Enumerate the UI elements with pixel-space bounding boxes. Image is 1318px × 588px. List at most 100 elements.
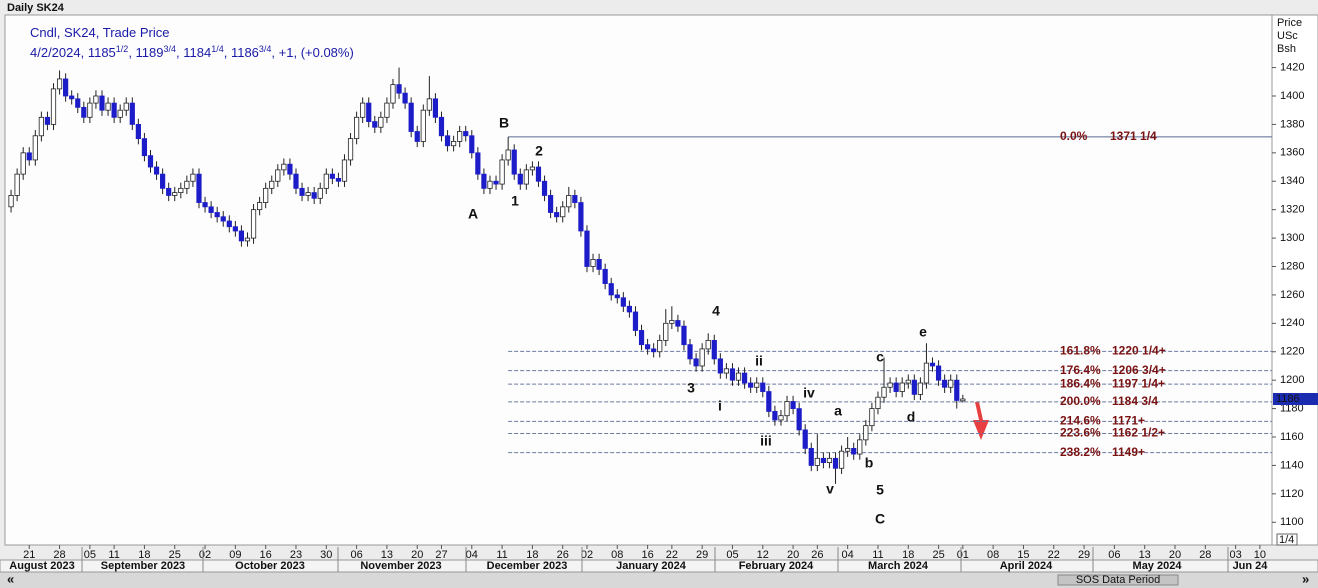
x-tick-label: 18 [138, 549, 150, 561]
x-tick-label: 20 [787, 549, 799, 561]
candle-body [657, 339, 663, 353]
y-tick-label: 1280 [1280, 260, 1304, 272]
candle-body [20, 152, 26, 175]
y-tick-label: 1380 [1280, 118, 1304, 130]
candle-body [208, 206, 214, 213]
candle-body [954, 379, 960, 401]
candle-body [81, 106, 87, 118]
x-tick-label: 11 [872, 549, 883, 561]
x-tick-label: 26 [557, 549, 569, 561]
y-tick-label: 1240 [1280, 317, 1304, 329]
x-tick-label: 09 [229, 549, 241, 561]
x-tick-label: 25 [169, 549, 181, 561]
scroll-thumb[interactable] [1057, 574, 1179, 586]
candle-body [426, 98, 432, 111]
candle-body [56, 78, 63, 90]
candle-body [796, 408, 802, 431]
candle-body [911, 379, 917, 395]
wave-label: a [834, 403, 842, 419]
fib-value: 1171+ [1112, 414, 1145, 428]
month-label: March 2024 [868, 560, 929, 572]
fib-value: 1162 1/2+ [1112, 426, 1165, 440]
candle-body [50, 88, 57, 125]
candle-body [729, 368, 736, 381]
candle-body [323, 173, 329, 189]
wave-label: 4 [712, 303, 720, 319]
month-label: August 2023 [9, 560, 74, 572]
candle-body [263, 187, 269, 203]
candle-body [899, 382, 905, 392]
chart-title: Daily SK24 [7, 2, 65, 14]
candle-body [784, 401, 790, 417]
candle-body [608, 283, 614, 296]
candle-body [554, 212, 560, 218]
candle-body [699, 348, 705, 367]
fib-value: 1149+ [1112, 445, 1145, 459]
x-tick-label: 18 [526, 549, 538, 561]
month-label: April 2024 [1000, 560, 1053, 572]
candle-body [875, 396, 881, 409]
info-text: , 1184 [176, 45, 211, 60]
x-tick-label: 03 [1230, 549, 1242, 561]
candle-body [299, 187, 305, 196]
y-axis-label: Price [1277, 17, 1302, 29]
candle-body [541, 180, 548, 196]
scroll-right[interactable]: » [1302, 571, 1309, 586]
candle-body [584, 230, 590, 267]
candle-body [893, 382, 899, 392]
candle-body [923, 362, 930, 384]
candle-body [638, 330, 645, 346]
candle-body [38, 116, 44, 137]
y-tick-label: 1160 [1280, 431, 1304, 443]
wave-label: b [865, 455, 874, 471]
candle-body [69, 95, 75, 100]
subtitle: Cndl, SK24, Trade Price [30, 25, 169, 40]
x-tick-label: 08 [611, 549, 623, 561]
wave-label: ii [755, 353, 763, 369]
candle-body [32, 135, 38, 161]
candle-body [778, 415, 784, 421]
month-label: Jun 24 [1233, 560, 1269, 572]
candle-body [596, 258, 602, 270]
scroll-label: SOS Data Period [1076, 574, 1160, 586]
candle-body [832, 457, 839, 469]
candle-body [111, 102, 117, 118]
candle-body [523, 169, 529, 185]
candle-body [402, 92, 408, 104]
fib-value: 1371 1/4 [1110, 129, 1157, 143]
scroll-left[interactable]: « [7, 571, 14, 586]
y-tick-label: 1320 [1280, 204, 1304, 216]
info-fraction: 1/2 [116, 44, 129, 54]
scrollbar[interactable] [0, 572, 1318, 588]
candle-body [366, 102, 372, 122]
month-label: February 2024 [739, 560, 814, 572]
x-tick-label: 28 [1199, 549, 1211, 561]
candle-body [8, 195, 14, 208]
candle-body [942, 379, 948, 388]
candle-body [790, 401, 796, 409]
month-label: December 2023 [487, 560, 568, 572]
info-fraction: 1/4 [211, 44, 224, 54]
candle-body [644, 344, 651, 350]
candle-body [620, 297, 626, 307]
candle-body [499, 159, 505, 185]
candle-body [929, 362, 936, 367]
info-text: , 1186 [224, 45, 259, 60]
fib-value: 1206 3/4+ [1112, 363, 1166, 377]
y-axis-label: Bsh [1277, 43, 1296, 55]
x-tick-label: 10 [1254, 549, 1266, 561]
y-axis-label: USc [1277, 30, 1298, 42]
candle-body [147, 155, 154, 168]
candle-body [63, 78, 69, 97]
candle-body [578, 202, 584, 232]
x-tick-label: 26 [811, 549, 823, 561]
candle-body [44, 116, 51, 125]
x-tick-label: 11 [108, 549, 119, 561]
wave-label: A [468, 206, 478, 222]
x-tick-label: 22 [1048, 549, 1060, 561]
fib-percent: 214.6% [1060, 414, 1101, 428]
candle-body [560, 206, 566, 218]
wave-label: 3 [687, 380, 695, 396]
